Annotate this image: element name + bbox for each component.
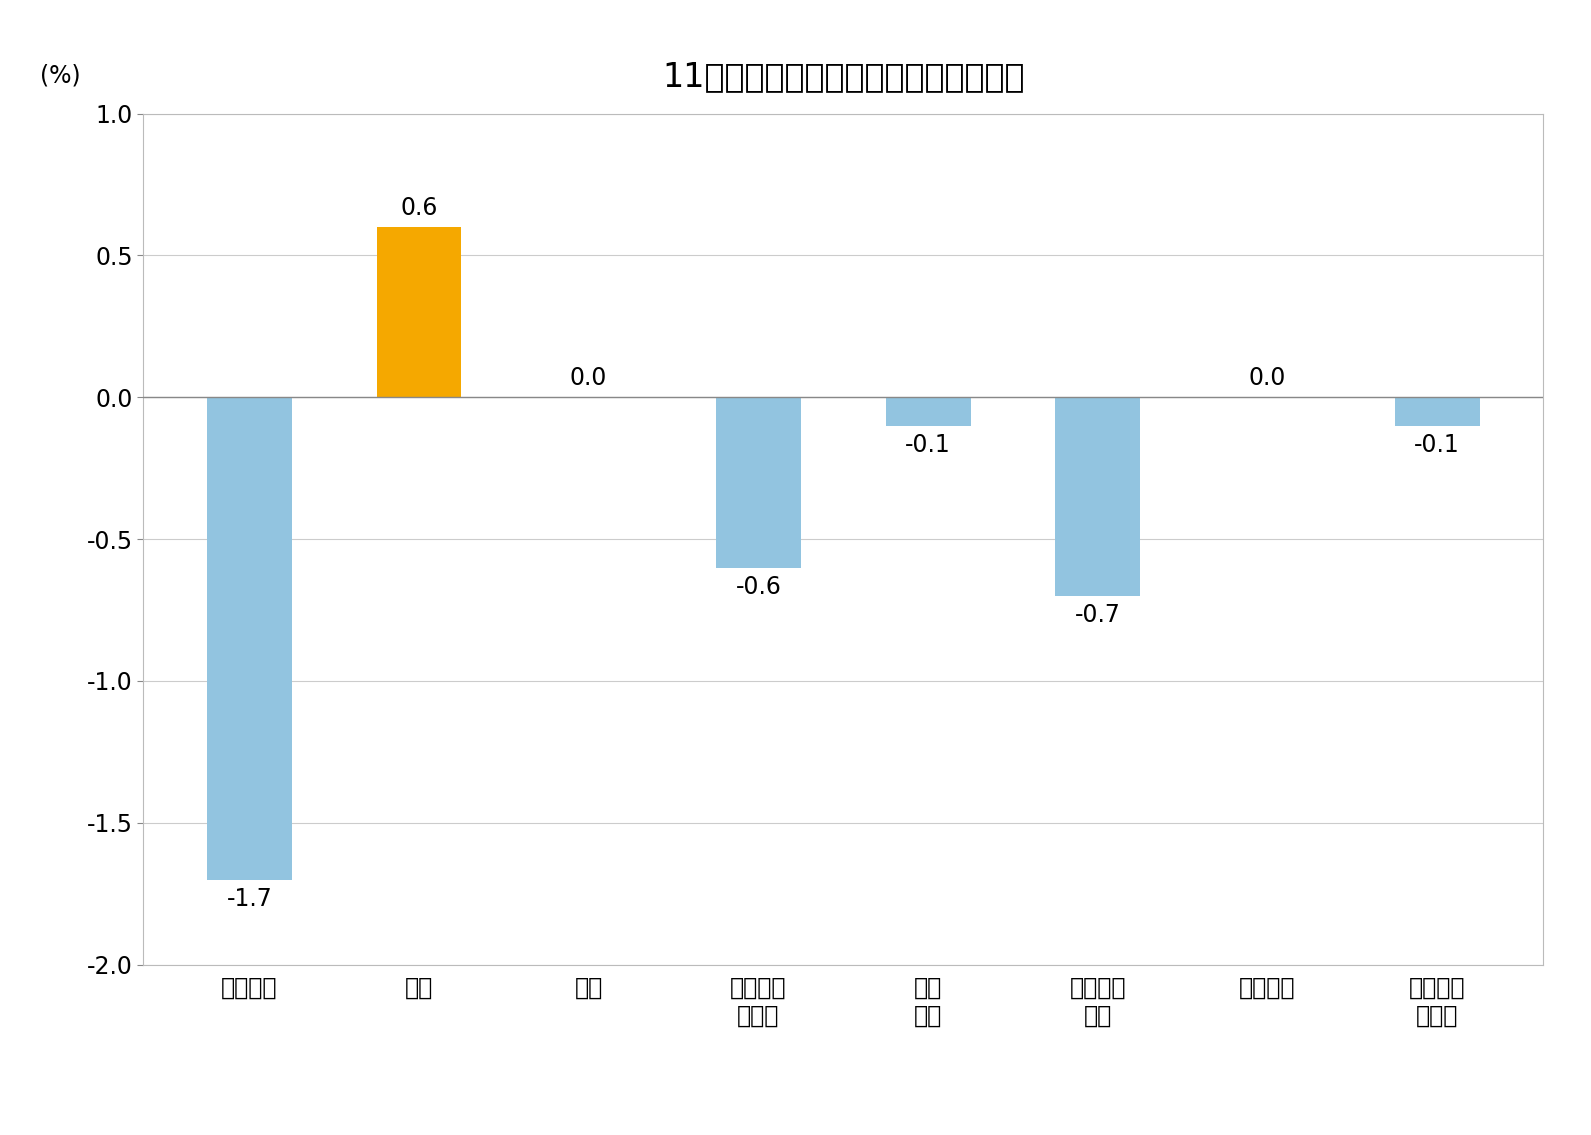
Y-axis label: (%): (%): [40, 64, 80, 87]
Bar: [207, 397, 291, 880]
Text: -1.7: -1.7: [226, 886, 272, 910]
Text: 0.0: 0.0: [570, 367, 608, 390]
Bar: [1055, 397, 1141, 596]
Text: -0.1: -0.1: [1414, 432, 1461, 456]
Bar: [886, 397, 971, 426]
Text: 0.0: 0.0: [1249, 367, 1286, 390]
Bar: [1395, 397, 1480, 426]
Bar: [716, 397, 800, 568]
Text: 0.6: 0.6: [401, 196, 438, 220]
Text: -0.7: -0.7: [1076, 603, 1120, 627]
Text: -0.6: -0.6: [735, 574, 781, 598]
Bar: [377, 227, 461, 397]
Title: 11月份居民消费价格分类别环比涨跌幅: 11月份居民消费价格分类别环比涨跌幅: [662, 60, 1025, 93]
Text: -0.1: -0.1: [905, 432, 951, 456]
